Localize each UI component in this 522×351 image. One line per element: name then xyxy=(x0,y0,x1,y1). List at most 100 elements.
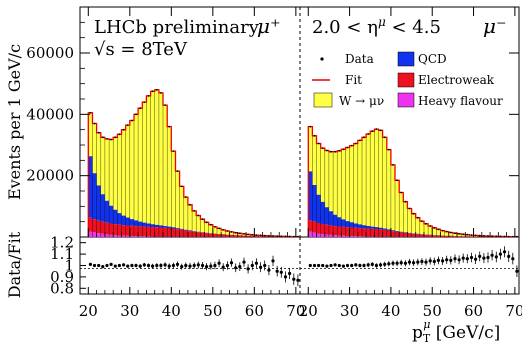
stack-left xyxy=(87,88,300,237)
data-point-left xyxy=(276,235,279,237)
ratio-point-left xyxy=(105,263,109,268)
ratio-point-right xyxy=(387,262,391,266)
y-tick-label: 60000 xyxy=(26,44,74,62)
xlabel-unit: [GeV/c] xyxy=(430,323,500,343)
ratio-point-left xyxy=(213,263,217,268)
ratio-point-left xyxy=(242,260,246,264)
data-point-left xyxy=(143,101,146,103)
ratio-points xyxy=(88,246,519,287)
data-point-left xyxy=(89,111,92,114)
data-point-right xyxy=(516,235,518,237)
data-point-right xyxy=(495,235,498,237)
ratio-y-tick-label: 0.9 xyxy=(50,268,74,286)
ratio-point-left xyxy=(225,263,229,268)
data-point-left xyxy=(201,218,204,221)
legend-hf-label: Heavy flavour xyxy=(418,94,503,108)
ratio-point-right xyxy=(453,257,457,261)
legend-ew-label: Electroweak xyxy=(418,73,495,87)
data-point-left xyxy=(238,232,241,235)
hf-area-right xyxy=(308,231,519,237)
data-point-right xyxy=(454,232,456,235)
mu-minus-label: μ⁻ xyxy=(483,14,507,38)
ratio-point-right xyxy=(474,257,478,261)
ratio-point-right xyxy=(498,252,502,256)
ratio-point-right xyxy=(461,256,465,260)
ratio-point-left xyxy=(238,265,242,269)
y-tick-label: 40000 xyxy=(26,105,74,123)
y-tick-label: 20000 xyxy=(26,167,74,185)
ratio-point-right xyxy=(354,263,358,267)
data-point-right xyxy=(338,149,341,152)
data-point-right xyxy=(425,222,427,225)
ratio-point-left xyxy=(234,266,238,270)
ratio-point-right xyxy=(441,259,445,263)
data-point-left xyxy=(155,88,158,91)
ew-area-right xyxy=(308,220,519,237)
data-point-left xyxy=(255,234,258,237)
ratio-point-right xyxy=(449,258,453,262)
data-point-right xyxy=(474,234,477,237)
x-tick-label-left: 70 xyxy=(286,302,305,320)
ratio-point-left xyxy=(254,261,258,265)
data-point-right xyxy=(478,234,481,237)
data-point-right xyxy=(396,179,398,182)
ratio-point-left xyxy=(155,263,159,268)
data-point-left xyxy=(247,233,250,236)
ratio-point-left xyxy=(196,263,200,267)
ratio-point-left xyxy=(246,267,250,271)
data-point-right xyxy=(470,234,473,237)
eta-range-tail: < 4.5 xyxy=(386,17,441,38)
xlabel: pTμ [GeV/c] xyxy=(412,318,500,345)
ratio-point-right xyxy=(317,263,321,268)
ratio-point-right xyxy=(478,254,482,258)
ratio-point-left xyxy=(130,263,134,268)
data-point-right xyxy=(416,216,419,219)
hf-area-left xyxy=(88,231,300,237)
ratio-point-right xyxy=(486,255,490,260)
data-point-left xyxy=(114,136,117,139)
data-point-left xyxy=(230,231,233,233)
ratio-point-right xyxy=(358,263,362,268)
data-point-left xyxy=(205,221,208,224)
data-point-left xyxy=(139,107,142,110)
data-point-left xyxy=(106,138,108,140)
ratio-point-right xyxy=(374,263,378,268)
ratio-point-left xyxy=(180,265,184,269)
legend-signal-swatch xyxy=(313,92,333,108)
legend-qcd-swatch xyxy=(397,51,415,67)
ratio-point-left xyxy=(275,269,279,273)
ratio-point-right xyxy=(370,262,374,266)
data-point-right xyxy=(507,235,510,237)
data-point-left xyxy=(263,234,266,237)
legend-signal-label: W → μν xyxy=(339,94,384,108)
ratio-point-right xyxy=(502,250,507,254)
legend-qcd-label: QCD xyxy=(418,52,447,66)
ratio-point-right xyxy=(465,257,469,261)
ratio-point-left xyxy=(292,277,296,281)
data-point-right xyxy=(503,235,506,237)
data-point-right xyxy=(334,150,336,153)
ratio-point-right xyxy=(403,261,407,265)
ratio-point-left xyxy=(217,261,221,265)
data-point-left xyxy=(118,133,121,136)
ratio-point-right xyxy=(362,263,366,268)
data-point-right xyxy=(379,129,382,132)
ratio-point-left xyxy=(283,275,288,279)
data-point-right xyxy=(429,225,432,227)
ratio-point-left xyxy=(109,262,113,266)
data-point-right xyxy=(511,235,514,237)
ratio-point-left xyxy=(151,264,155,268)
ratio-point-right xyxy=(416,260,420,264)
ratio-point-left xyxy=(209,264,213,268)
ratio-point-left xyxy=(126,264,130,268)
x-tick-label-left: 40 xyxy=(162,302,181,320)
data-point-right xyxy=(326,149,328,152)
ratio-point-right xyxy=(407,260,412,264)
x-tick-label-left: 20 xyxy=(79,302,98,320)
data-point-right xyxy=(408,207,411,210)
x-tick-label-right: 20 xyxy=(299,302,318,320)
ratio-point-right xyxy=(399,261,403,265)
legend-hf-swatch xyxy=(397,92,415,108)
ratio-point-left xyxy=(267,268,271,272)
